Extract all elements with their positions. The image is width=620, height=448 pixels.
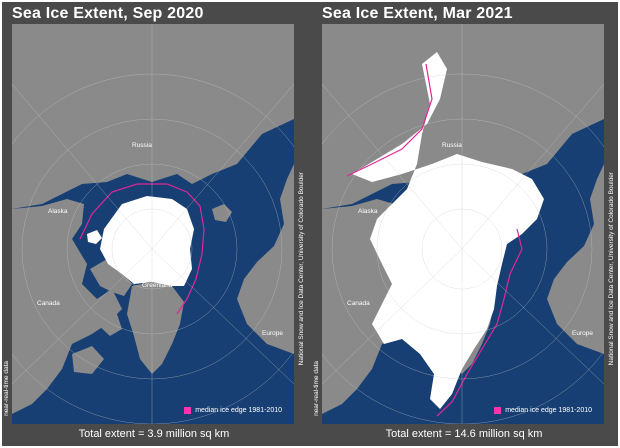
label-greenland: Greenland (452, 282, 483, 289)
label-canada: Canada (37, 300, 60, 307)
land-north-america (12, 199, 122, 414)
panel-title: Sea Ice Extent, Sep 2020 (12, 5, 204, 22)
land-europe (237, 164, 294, 354)
label-russia: Russia (442, 142, 462, 149)
map-graphic (322, 24, 604, 424)
legend-label: median ice edge 1981-2010 (505, 407, 592, 414)
land-europe (547, 164, 604, 354)
median-ice-edge (346, 63, 523, 417)
label-greenland: Greenland (142, 282, 173, 289)
land-greenland (127, 282, 184, 374)
near-realtime-note: near-real-time data (3, 361, 10, 416)
legend: median ice edge 1981-2010 (494, 407, 592, 414)
map-graphic (12, 24, 294, 424)
near-realtime-note: near-real-time data (313, 361, 320, 416)
legend-swatch (184, 407, 192, 414)
label-alaska: Alaska (358, 208, 378, 215)
sea-ice (100, 196, 194, 286)
credit-note: National Snow and Ice Data Center, Unive… (298, 172, 305, 366)
land-russia (12, 24, 294, 209)
arctic-map: Russia Alaska Canada Greenland Europe me… (12, 24, 294, 424)
legend-swatch (494, 407, 502, 414)
arctic-map: Russia Alaska Canada Greenland Europe me… (322, 24, 604, 424)
label-europe: Europe (572, 330, 593, 337)
graticule (12, 24, 294, 424)
total-extent: Total extent = 14.6 million sq km (385, 428, 543, 440)
median-ice-edge (79, 183, 205, 315)
sea-ice (352, 52, 544, 409)
sea-ice-patch (87, 230, 102, 244)
label-canada: Canada (347, 300, 370, 307)
total-extent: Total extent = 3.9 million sq km (78, 428, 230, 440)
label-russia: Russia (132, 142, 152, 149)
panel-sep-2020: Sea Ice Extent, Sep 2020 (2, 2, 306, 446)
panel-mar-2021: Sea Ice Extent, Mar 2021 (312, 2, 616, 446)
panel-title: Sea Ice Extent, Mar 2021 (322, 5, 513, 22)
land-canadian-arctic (72, 259, 132, 374)
legend-label: median ice edge 1981-2010 (195, 407, 282, 414)
label-europe: Europe (262, 330, 283, 337)
credit-note: National Snow and Ice Data Center, Unive… (608, 172, 615, 366)
label-alaska: Alaska (48, 208, 68, 215)
legend: median ice edge 1981-2010 (184, 407, 282, 414)
graticule (322, 24, 604, 424)
land-north-america (322, 199, 432, 414)
